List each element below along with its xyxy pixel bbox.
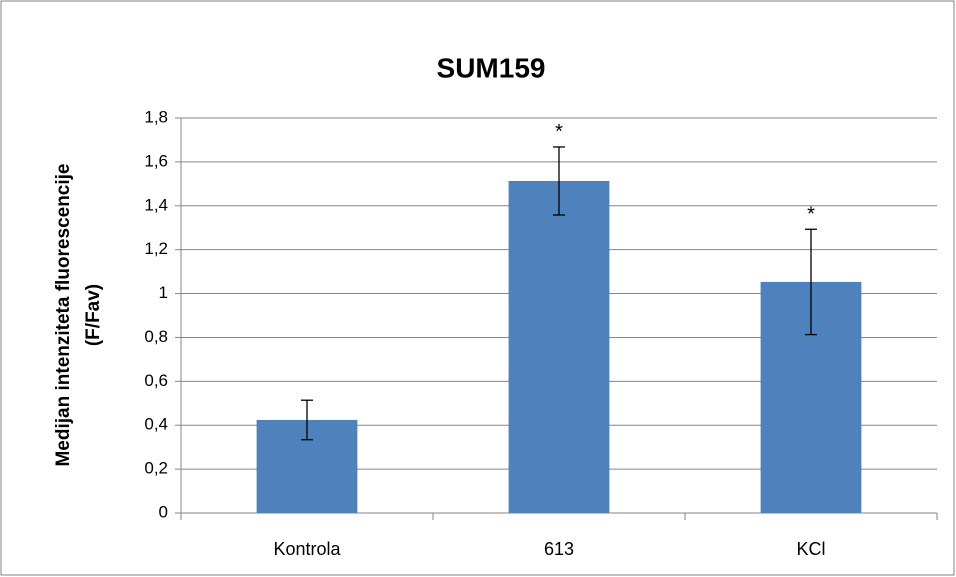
x-tick-label: Kontrola: [273, 539, 341, 559]
annotation: *: [555, 121, 563, 143]
bar: [508, 180, 610, 513]
error-bar: [301, 399, 313, 441]
y-tick-label: 0,4: [144, 415, 168, 434]
y-tick-label: 1,2: [144, 239, 168, 258]
y-tick-label: 0,8: [144, 327, 168, 346]
chart-title: SUM159: [437, 52, 546, 83]
y-tick-label: 1: [159, 283, 168, 302]
y-axis-label: (F/Fav): [83, 284, 104, 346]
error-bar: [553, 146, 565, 216]
y-tick-label: 0,2: [144, 459, 168, 478]
y-tick-label: 1,4: [144, 195, 168, 214]
y-tick-label: 1,6: [144, 151, 168, 170]
y-tick-label: 0: [159, 502, 168, 521]
y-tick-label: 1,8: [144, 107, 168, 126]
error-bar: [805, 228, 817, 336]
annotation: *: [807, 204, 815, 226]
y-axis-label: Medijan intenziteta fluorescencije: [53, 163, 74, 466]
y-tick-label: 0,6: [144, 371, 168, 390]
x-tick-label: KCl: [796, 539, 825, 559]
x-tick-label: 613: [544, 539, 574, 559]
